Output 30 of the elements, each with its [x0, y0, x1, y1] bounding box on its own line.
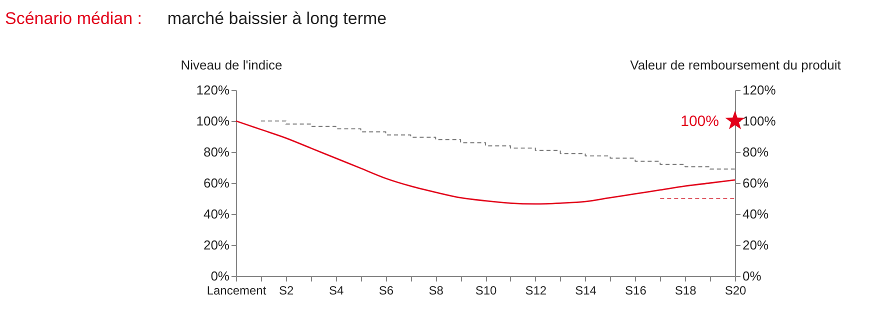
x-tick-label: S2	[279, 284, 294, 298]
y2-tick-label: 100%	[742, 114, 776, 128]
y2-tick-label: 40%	[742, 206, 769, 222]
x-tick-label: S4	[328, 284, 344, 298]
y2-tick-label: 60%	[742, 176, 769, 190]
y-tick-label: 60%	[203, 176, 230, 190]
x-tick-label: S6	[378, 284, 394, 298]
y-tick-label: 80%	[203, 144, 230, 160]
x-tick-label: S20	[724, 284, 746, 298]
chart-subtitle: marché baissier à long terme	[167, 9, 387, 28]
y2-axis-title: Valeur de remboursement du produit	[630, 58, 842, 72]
y-tick-label: 120%	[196, 82, 230, 98]
text: Scénario médian :	[5, 9, 142, 28]
y2-tick-label: 0%	[742, 268, 762, 284]
y-tick-label: 40%	[203, 206, 230, 222]
x-tick-label: S8	[428, 284, 444, 298]
x-tick-label: S12	[525, 284, 547, 298]
y2-tick-label: 80%	[742, 144, 769, 160]
y-axis-title: Niveau de l'indice	[180, 58, 282, 72]
x-tick-label: S10	[475, 284, 497, 298]
y2-tick-label: 20%	[742, 238, 769, 252]
y-tick-label: 20%	[203, 238, 230, 252]
data-label: 100%	[680, 113, 719, 130]
y-tick-label: 0%	[210, 268, 230, 284]
x-tick-label: S16	[625, 284, 647, 298]
x-tick-label: S14	[575, 284, 597, 298]
x-tick-label: Lancement	[206, 284, 267, 298]
x-tick-label: S18	[674, 284, 697, 298]
y2-tick-label: 120%	[742, 82, 776, 98]
y-tick-label: 100%	[196, 114, 230, 128]
